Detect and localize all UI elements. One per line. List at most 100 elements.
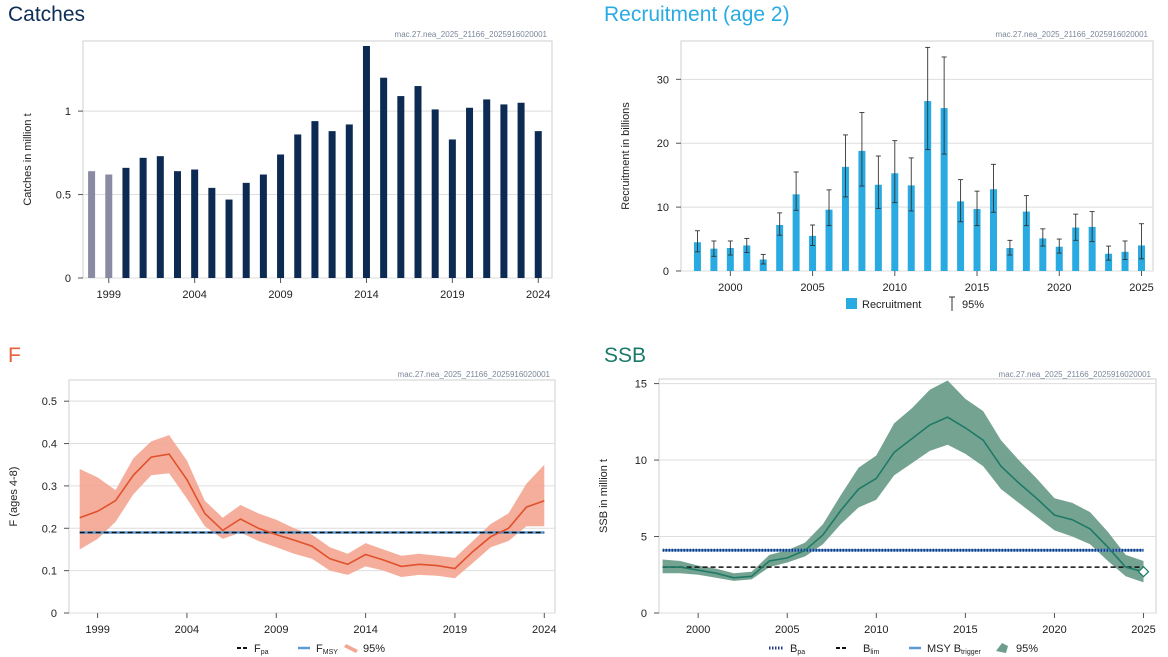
y-tick-label: 10	[635, 455, 647, 467]
recruitment-bar	[907, 185, 915, 271]
f-panel: F 0 0.1 0.2 0.3 0.4 0.5 1999 2004 2009 2014 2019 20…	[0, 330, 584, 657]
y-tick-label: 0.5	[56, 190, 71, 202]
y-axis-label: SSB in million t	[598, 459, 610, 533]
ssb-final-marker	[1137, 565, 1150, 578]
catch-bar	[517, 102, 525, 278]
x-tick-label: 2000	[686, 624, 710, 636]
y-tick-label: 0.2	[42, 523, 57, 535]
recruitment-chart: 0 10 20 30 2000 2005 2010 2015 2020 2025 Recruitme…	[620, 30, 1154, 311]
y-tick-label: 5	[641, 532, 647, 544]
y-tick-label: 0	[641, 608, 647, 620]
catch-bar	[397, 96, 405, 279]
legend-ci-label: 95%	[1016, 643, 1038, 655]
f-chart: 0 0.1 0.2 0.3 0.4 0.5 1999 2004 2009 2014 2019 2024…	[8, 370, 557, 656]
ssb-ci-band	[662, 380, 1144, 583]
recruitment-bar	[973, 209, 981, 271]
y-tick-label: 30	[657, 74, 669, 86]
x-tick-label: 2024	[526, 289, 550, 301]
legend-blim-label: Blim	[863, 643, 879, 656]
x-tick-label: 2014	[353, 624, 377, 636]
catch-bar	[311, 121, 319, 279]
recruitment-bar	[1088, 226, 1096, 271]
catch-bar	[345, 124, 353, 278]
y-tick-label: 20	[657, 138, 669, 150]
recruitment-bar	[710, 248, 718, 271]
legend-bpa-label: Bpa	[790, 643, 805, 656]
y-tick-label: 0	[65, 273, 71, 285]
catch-bar	[483, 99, 491, 278]
y-tick-label: 0	[51, 608, 57, 620]
x-tick-label: 2020	[1047, 282, 1071, 294]
y-tick-label: 0.4	[42, 439, 57, 451]
x-tick-label: 2000	[718, 282, 742, 294]
catch-bar	[139, 157, 147, 278]
catch-bar	[534, 131, 542, 278]
chart-code: mac.27.nea_2025_21166_2025916020001	[996, 30, 1149, 39]
catch-bar	[122, 167, 130, 278]
y-tick-label: 15	[635, 379, 647, 391]
x-tick-label: 2009	[264, 624, 288, 636]
recruitment-bar	[743, 245, 751, 271]
recruitment-bar	[924, 101, 932, 271]
ssb-title: SSB	[604, 344, 647, 367]
recruitment-bar	[776, 225, 784, 271]
x-tick-label: 2005	[800, 282, 824, 294]
ssb-chart: 0 5 10 15 2000 2005 2010 2015 2020 2025 SSB in mil…	[598, 370, 1157, 656]
x-tick-label: 2024	[532, 624, 556, 636]
y-tick-label: 0.1	[42, 566, 57, 578]
y-axis-label: Recruitment in billions	[620, 102, 632, 210]
legend-ci-label: 95%	[363, 643, 385, 655]
recruitment-panel: Recruitment (age 2) 0 10 20 30 2000 2005 2010 2…	[584, 0, 1168, 330]
catch-bar	[191, 169, 199, 278]
catch-bar	[242, 182, 250, 278]
recruitment-bar	[1039, 238, 1047, 271]
x-tick-label: 2025	[1129, 282, 1153, 294]
recruitment-bar	[841, 166, 849, 271]
y-tick-label: 1	[65, 106, 71, 118]
x-tick-label: 1999	[85, 624, 109, 636]
recruitment-bar	[1072, 227, 1080, 271]
legend-ci-symbol	[996, 643, 1008, 653]
legend-fpa-label: Fpa	[254, 643, 269, 656]
recruitment-bar	[1121, 251, 1129, 271]
recruitment-bar	[1022, 211, 1030, 271]
catch-bar	[431, 109, 439, 278]
catch-bar	[105, 174, 113, 278]
catch-bar	[259, 174, 267, 278]
chart-code: mac.27.nea_2025_21166_2025916020001	[999, 370, 1152, 379]
legend-recruitment-label: Recruitment	[862, 299, 921, 311]
x-tick-label: 2019	[443, 624, 467, 636]
recruitment-bar	[792, 194, 800, 271]
y-tick-label: 0.3	[42, 481, 57, 493]
recruitment-title: Recruitment (age 2)	[604, 3, 790, 26]
catches-title: Catches	[8, 3, 86, 26]
catch-bar	[362, 46, 370, 278]
recruitment-bar	[809, 235, 817, 271]
recruitment-bar	[726, 248, 734, 271]
y-tick-label: 10	[657, 202, 669, 214]
legend-btrigger-label: MSY Btrigger	[927, 643, 982, 656]
chart-code: mac.27.nea_2025_21166_2025916020001	[398, 370, 551, 379]
x-tick-label: 2025	[1131, 624, 1155, 636]
catch-bar	[277, 154, 285, 278]
legend-fmsy-label: FMSY	[316, 643, 338, 656]
recruitment-bar	[825, 209, 833, 271]
catch-bar	[466, 107, 474, 279]
catches-panel: Catches 0 0.5 1 1999 2004 2009 2014 2019 2024 Cat…	[0, 0, 584, 330]
catch-bar	[294, 134, 302, 278]
recruitment-bar	[940, 108, 948, 271]
catch-bar	[500, 104, 508, 278]
x-tick-label: 2020	[1042, 624, 1066, 636]
x-tick-label: 1999	[97, 289, 121, 301]
legend-ci-label: 95%	[962, 299, 984, 311]
catch-bar	[208, 187, 216, 278]
f-line	[79, 453, 545, 570]
recruitment-bar	[759, 259, 767, 271]
x-tick-label: 2015	[953, 624, 977, 636]
catch-bar	[328, 131, 336, 278]
y-tick-label: 0.5	[42, 396, 57, 408]
catch-bar	[88, 171, 96, 278]
ssb-line	[662, 416, 1144, 579]
x-tick-label: 2004	[175, 624, 199, 636]
ssb-panel: SSB 0 5 10 15 2000 2005 2010 2015 2020 2025 SSB in…	[584, 330, 1168, 657]
